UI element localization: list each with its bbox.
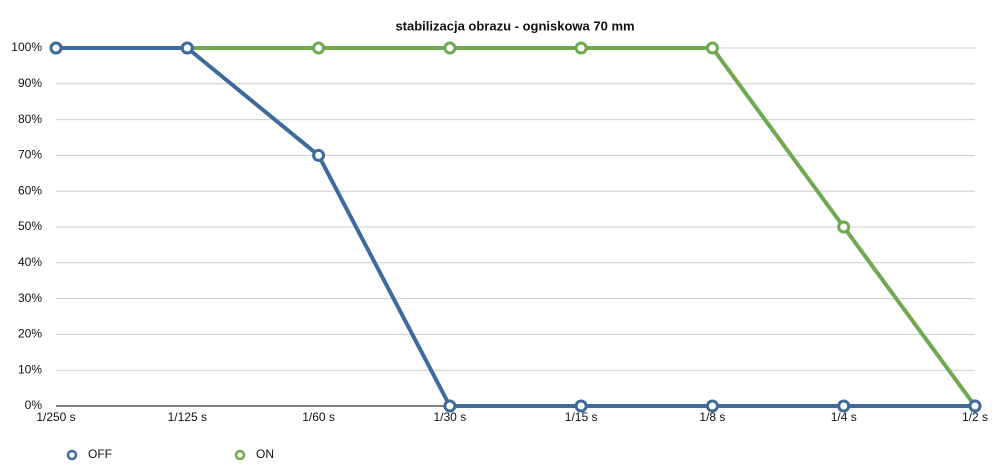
x-tick-label: 1/60 s <box>302 410 335 424</box>
x-tick-label: 1/4 s <box>831 410 857 424</box>
x-tick-label: 1/15 s <box>565 410 598 424</box>
series-line <box>56 46 977 408</box>
point <box>705 41 719 55</box>
point <box>180 41 194 55</box>
y-tick-label: 80% <box>18 112 42 126</box>
y-tick-label: 90% <box>18 76 42 90</box>
point <box>705 399 719 413</box>
y-tick-label: 100% <box>11 40 42 54</box>
point <box>837 399 851 413</box>
y-tick-label: 50% <box>18 219 42 233</box>
legend-marker <box>66 449 78 461</box>
y-tick-label: 60% <box>18 183 42 197</box>
legend-label: ON <box>256 447 274 461</box>
series-line <box>56 46 975 408</box>
y-tick-label: 10% <box>18 362 42 376</box>
y-tick-label: 40% <box>18 255 42 269</box>
y-tick-label: 30% <box>18 291 42 305</box>
point <box>574 41 588 55</box>
y-tick-label: 0% <box>25 398 43 412</box>
point <box>574 399 588 413</box>
point <box>968 399 982 413</box>
y-tick-label: 20% <box>18 327 42 341</box>
x-tick-label: 1/250 s <box>36 410 75 424</box>
y-tick-label: 70% <box>18 148 42 162</box>
legend-label: OFF <box>88 447 112 461</box>
point <box>837 220 851 234</box>
x-tick-label: 1/30 s <box>434 410 467 424</box>
x-tick-label: 1/2 s <box>962 410 988 424</box>
chart-title: stabilizacja obrazu - ogniskowa 70 mm <box>395 18 634 33</box>
x-tick-label: 1/8 s <box>699 410 725 424</box>
point <box>312 41 326 55</box>
point <box>312 148 326 162</box>
x-tick-label: 1/125 s <box>168 410 207 424</box>
point <box>49 41 63 55</box>
point <box>443 41 457 55</box>
legend-marker <box>234 449 246 461</box>
point <box>443 399 457 413</box>
